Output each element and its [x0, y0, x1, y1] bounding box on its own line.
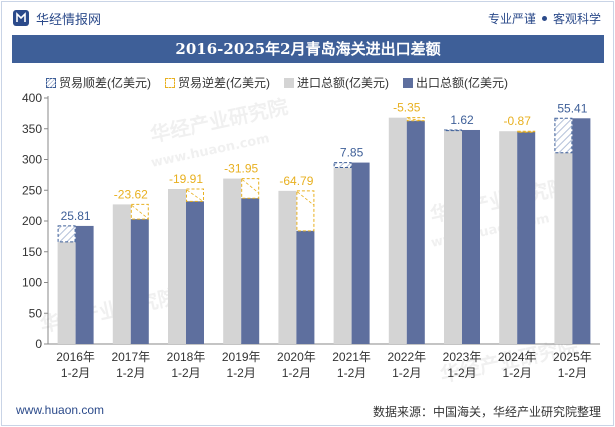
import-bar	[278, 190, 297, 344]
deficit-box-diagonal	[131, 205, 149, 219]
import-bar	[388, 117, 407, 345]
x-tick-label: 1-2月	[447, 366, 476, 380]
surplus-box	[57, 225, 76, 243]
tagline-left: 专业严谨	[487, 12, 536, 26]
x-tick-label: 1-2月	[282, 366, 311, 380]
deficit-box	[186, 188, 204, 202]
x-tick-label: 2021年	[332, 350, 371, 364]
y-tick-label: 150	[22, 245, 42, 259]
logo-icon	[13, 10, 29, 26]
y-tick-label: 100	[22, 276, 42, 290]
legend-label-deficit: 贸易逆差(亿美元)	[178, 76, 270, 90]
export-bar	[462, 129, 480, 344]
balance-data-label: -31.95	[224, 162, 258, 176]
x-tick-label: 2023年	[443, 350, 482, 364]
deficit-box	[296, 190, 315, 232]
x-tick-label: 1-2月	[337, 366, 366, 380]
legend-item-surplus[interactable]: 贸易顺差(亿美元)	[46, 74, 151, 91]
footer-source: 数据来源：中国海关，华经产业研究院整理	[372, 405, 601, 419]
balance-data-label: -19.91	[169, 172, 203, 186]
tagline: 专业严谨 客观科学	[488, 10, 601, 27]
y-tick-label: 200	[22, 214, 42, 228]
export-bar	[130, 219, 149, 344]
separator-dot-icon	[541, 16, 547, 21]
x-tick-label: 2019年	[222, 350, 261, 364]
import-bar	[554, 152, 573, 344]
import-bar	[57, 241, 76, 344]
deficit-box-diagonal	[297, 191, 314, 206]
export-bar	[572, 118, 591, 344]
balance-data-label: -0.87	[504, 114, 532, 128]
legend-swatch-export	[403, 77, 413, 88]
x-tick-label: 1-2月	[392, 366, 421, 380]
footer-website[interactable]: www.huaon.com	[16, 403, 105, 417]
balance-data-label: 7.85	[340, 146, 364, 160]
legend-item-import[interactable]: 进口总额(亿美元)	[284, 74, 389, 91]
deficit-box-diagonal	[241, 179, 259, 193]
balance-data-label: -64.79	[279, 174, 313, 188]
export-bar	[296, 230, 315, 344]
x-tick-label: 1-2月	[171, 366, 200, 380]
balance-data-label: -23.62	[114, 187, 148, 201]
y-tick-label: 350	[22, 122, 42, 136]
import-bar	[223, 178, 242, 344]
x-tick-label: 2020年	[277, 350, 316, 364]
y-tick-label: 400	[22, 91, 42, 105]
surplus-box	[554, 117, 573, 154]
x-tick-label: 2024年	[498, 350, 537, 364]
deficit-box	[241, 178, 260, 199]
bar-chart: 华经产业研究院www.huaon.com华经产业研究院www.huaon.com…	[22, 91, 600, 387]
x-tick-label: 2025年	[553, 350, 592, 364]
x-tick-label: 2022年	[387, 350, 426, 364]
x-tick-label: 2017年	[111, 350, 150, 364]
balance-data-label: 55.41	[557, 101, 587, 115]
x-tick-label: 1-2月	[227, 366, 256, 380]
footer: www.huaon.com 数据来源：中国海关，华经产业研究院整理	[2, 397, 613, 425]
x-tick-label: 1-2月	[503, 366, 532, 380]
balance-data-label: 25.81	[61, 209, 91, 223]
balance-data-label: -5.35	[393, 101, 421, 115]
export-bar	[186, 201, 204, 344]
surplus-box	[333, 162, 352, 168]
y-tick-label: 0	[35, 337, 42, 351]
export-bar	[406, 120, 425, 344]
import-bar	[499, 131, 518, 344]
y-tick-label: 50	[29, 306, 43, 320]
export-bar	[75, 225, 94, 344]
import-bar	[333, 167, 352, 344]
legend-swatch-deficit	[165, 77, 175, 88]
balance-data-label: 1.62	[450, 113, 474, 127]
brand-name: 华经情报网	[36, 11, 102, 27]
import-bar	[112, 204, 131, 344]
export-bar	[351, 162, 370, 344]
deficit-box-diagonal	[186, 189, 204, 202]
x-tick-label: 1-2月	[558, 366, 587, 380]
tagline-right: 客观科学	[552, 12, 601, 26]
deficit-box-diagonal	[407, 118, 424, 122]
legend-swatch-import	[284, 77, 294, 88]
legend-swatch-surplus	[46, 77, 56, 88]
y-tick-label: 250	[22, 183, 42, 197]
chart-legend: 贸易顺差(亿美元) 贸易逆差(亿美元) 进口总额(亿美元) 出口总额(亿美元)	[46, 74, 508, 91]
legend-item-deficit[interactable]: 贸易逆差(亿美元)	[165, 74, 270, 91]
export-bar	[517, 131, 536, 344]
x-tick-label: 1-2月	[61, 366, 90, 380]
legend-label-export: 出口总额(亿美元)	[416, 76, 508, 90]
legend-label-surplus: 贸易顺差(亿美元)	[59, 76, 151, 90]
import-bar	[168, 189, 186, 344]
brand[interactable]: 华经情报网	[12, 8, 101, 28]
x-tick-label: 2016年	[56, 350, 95, 364]
x-tick-label: 2018年	[167, 350, 206, 364]
legend-label-import: 进口总额(亿美元)	[297, 76, 389, 90]
x-tick-label: 1-2月	[116, 366, 145, 380]
chart-title: 2016-2025年2月青岛海关进出口差额	[12, 35, 604, 63]
top-bar: 华经情报网 专业严谨 客观科学	[2, 2, 613, 34]
legend-item-export[interactable]: 出口总额(亿美元)	[403, 74, 508, 91]
surplus-box	[444, 129, 462, 132]
import-bar	[444, 130, 462, 344]
deficit-box	[130, 203, 149, 220]
y-tick-label: 300	[22, 153, 42, 167]
export-bar	[241, 198, 260, 344]
